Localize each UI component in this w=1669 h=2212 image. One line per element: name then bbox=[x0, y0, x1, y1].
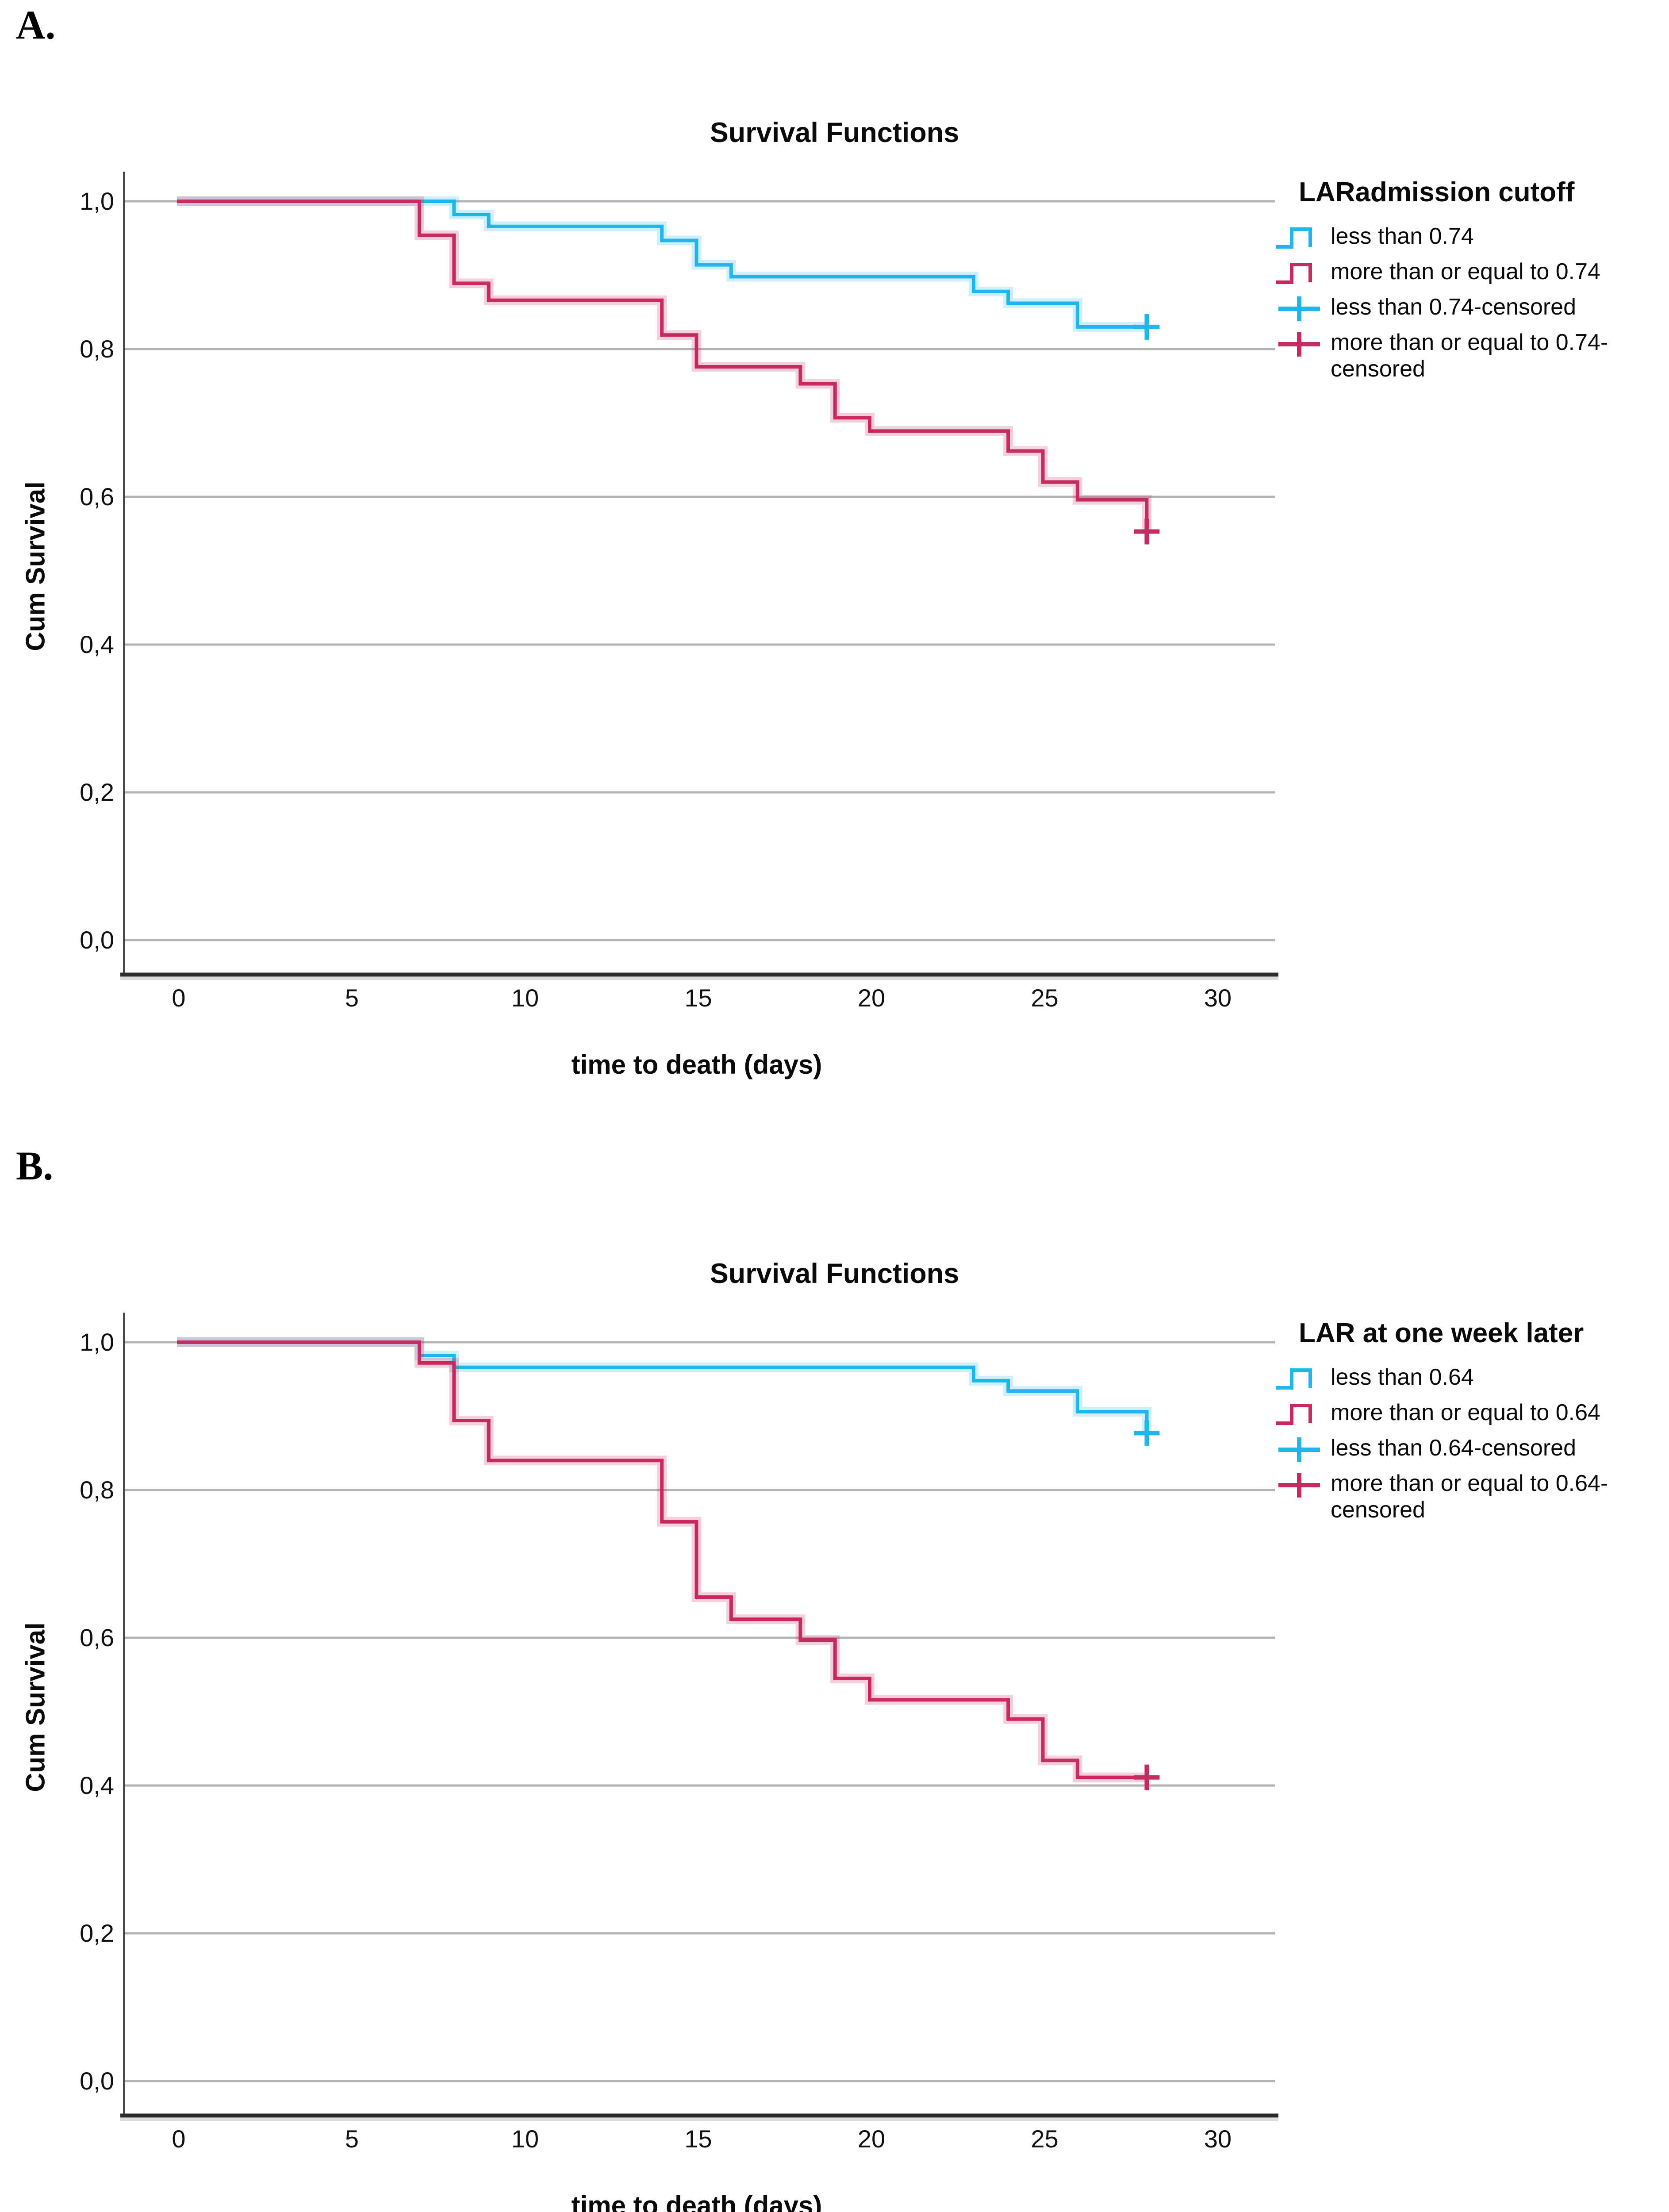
y-tick-label: 0,8 bbox=[80, 335, 114, 363]
legend-step-line-icon bbox=[1276, 1368, 1312, 1390]
legend-item: less than 0.74 bbox=[1274, 223, 1665, 252]
y-tick-label: 0,0 bbox=[80, 2067, 114, 2095]
legend-item: more than or equal to 0.64 bbox=[1274, 1399, 1665, 1429]
x-tick-label: 20 bbox=[858, 984, 885, 1012]
legend: LARadmission cutoff less than 0.74 more … bbox=[1274, 177, 1665, 382]
survival-curve-halo bbox=[177, 1337, 1152, 1433]
x-tick-label: 5 bbox=[345, 984, 359, 1012]
legend-item-label: less than 0.74-censored bbox=[1331, 294, 1577, 320]
y-tick-label: 0,6 bbox=[80, 483, 114, 511]
panel-a: A. Survival Functions Cum Survival 1,0 0,… bbox=[16, 2, 1665, 1079]
censor-mark-icon bbox=[1134, 1420, 1160, 1446]
x-tick-label: 0 bbox=[172, 984, 185, 1012]
x-tick-label: 10 bbox=[511, 984, 539, 1012]
x-tick-label: 25 bbox=[1031, 2125, 1058, 2153]
survival-curve-more-than-or-equal-to-0.74 bbox=[177, 200, 1149, 532]
legend-items: less than 0.64 more than or equal to 0.6… bbox=[1274, 1364, 1665, 1523]
x-axis-label: time to death (days) bbox=[571, 1050, 822, 1079]
y-tick-label: 0,8 bbox=[80, 1476, 114, 1504]
legend-step-line-icon bbox=[1276, 1404, 1312, 1425]
legend-plus-icon bbox=[1278, 1437, 1320, 1462]
section-label-a: A. bbox=[16, 2, 56, 47]
legend-item: more than or equal to 0.74-censored bbox=[1274, 329, 1665, 382]
x-tick-label: 15 bbox=[684, 984, 712, 1012]
y-tick-label: 0,0 bbox=[80, 926, 114, 954]
survival-curve-more-than-or-equal-to-0.64 bbox=[177, 1340, 1147, 1779]
survival-curve-less-than-0.74 bbox=[177, 200, 1147, 329]
survival-curve-less-than-0.64 bbox=[177, 1340, 1149, 1433]
x-tick-label: 25 bbox=[1031, 984, 1058, 1012]
legend-item-label: less than 0.64 bbox=[1331, 1364, 1474, 1390]
x-tick-label: 5 bbox=[345, 2125, 359, 2153]
y-tick-label: 0,6 bbox=[80, 1624, 114, 1651]
legend: LAR at one week later less than 0.64 mor… bbox=[1274, 1318, 1665, 1523]
legend-plus-icon bbox=[1278, 1473, 1320, 1498]
legend-item: more than or equal to 0.74 bbox=[1274, 258, 1665, 288]
panel-b: B. Survival Functions Cum Survival 1,0 0,… bbox=[0, 1141, 1669, 2212]
legend-item-label: more than or equal to 0.74 bbox=[1331, 259, 1600, 284]
legend-item: less than 0.74-censored bbox=[1274, 294, 1665, 323]
legend-item-label: more than or equal to 0.74-censored bbox=[1331, 330, 1608, 382]
legend-plus-icon bbox=[1278, 332, 1320, 357]
x-tick-label: 20 bbox=[858, 2125, 885, 2153]
legend-step-line-icon bbox=[1276, 263, 1312, 284]
censor-mark-icon bbox=[1134, 314, 1160, 340]
legend-items: less than 0.74 more than or equal to 0.7… bbox=[1274, 223, 1665, 382]
legend-plus-icon bbox=[1278, 296, 1320, 321]
x-tick-label: 10 bbox=[511, 2125, 539, 2153]
survival-curve-halo bbox=[177, 1337, 1147, 1782]
x-tick-label: 0 bbox=[172, 2125, 185, 2153]
y-tick-label: 1,0 bbox=[80, 187, 114, 215]
x-tick-label: 30 bbox=[1204, 984, 1232, 1012]
survival-curve-halo bbox=[177, 196, 1152, 532]
censor-mark-icon bbox=[1134, 1764, 1160, 1790]
x-axis-label: time to death (days) bbox=[571, 2191, 822, 2212]
legend-item-label: more than or equal to 0.64-censored bbox=[1331, 1471, 1608, 1523]
chart-title: Survival Functions bbox=[710, 117, 959, 148]
y-tick-label: 1,0 bbox=[80, 1328, 114, 1356]
section-label-b: B. bbox=[16, 1143, 54, 1188]
y-tick-label: 0,2 bbox=[80, 1919, 114, 1947]
y-tick-label: 0,4 bbox=[80, 1771, 114, 1799]
survival-plot-b: 1,0 0,8 0,6 0,4 0,2 0,0 0 5 10 15 20 25 30 bbox=[80, 1313, 1278, 2153]
survival-plot-a: 1,0 0,8 0,6 0,4 0,2 0,0 0 5 10 15 20 25 30 bbox=[80, 172, 1278, 1012]
censor-mark-icon bbox=[1134, 518, 1160, 545]
legend-title: LARadmission cutoff bbox=[1299, 177, 1575, 207]
x-tick-label: 30 bbox=[1204, 2125, 1232, 2153]
legend-step-line-icon bbox=[1276, 227, 1312, 249]
y-tick-label: 0,4 bbox=[80, 630, 114, 658]
legend-title: LAR at one week later bbox=[1299, 1318, 1584, 1348]
legend-item: less than 0.64-censored bbox=[1274, 1435, 1665, 1464]
y-tick-label: 0,2 bbox=[80, 778, 114, 806]
legend-item: less than 0.64 bbox=[1274, 1364, 1665, 1393]
chart-title: Survival Functions bbox=[710, 1258, 959, 1289]
x-tick-label: 15 bbox=[684, 2125, 712, 2153]
legend-item-label: less than 0.74 bbox=[1331, 223, 1474, 249]
legend-item-label: less than 0.64-censored bbox=[1331, 1435, 1577, 1461]
legend-item: more than or equal to 0.64-censored bbox=[1274, 1470, 1665, 1523]
legend-item-label: more than or equal to 0.64 bbox=[1331, 1400, 1600, 1425]
